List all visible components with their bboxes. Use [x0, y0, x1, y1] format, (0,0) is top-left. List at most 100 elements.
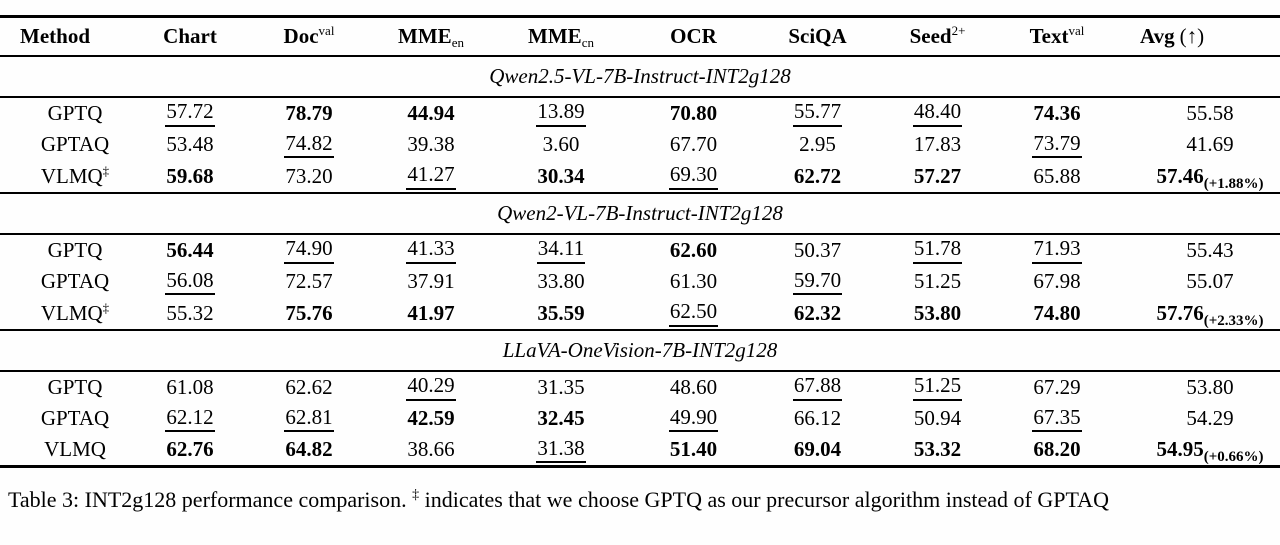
metric-cell: 41.27: [368, 161, 494, 193]
metric-cell: 62.72: [759, 161, 876, 193]
method-name: GPTQ: [47, 237, 103, 262]
metric-cell: 42.59: [368, 403, 494, 435]
avg-cell: 55.07: [1115, 266, 1280, 298]
metric-value: 61.08: [166, 374, 214, 399]
metric-value: 65.88: [1033, 163, 1081, 188]
metric-value: 31.35: [537, 374, 585, 399]
metric-value: 62.81: [284, 406, 334, 433]
metric-cell: 66.12: [759, 403, 876, 435]
metric-cell: 51.25: [876, 371, 999, 403]
table-row: GPTAQ 56.08 72.57 37.91 33.80 61.30 59.7…: [0, 266, 1280, 298]
metric-value: 41.97: [407, 300, 455, 325]
avg-value: 55.58: [1186, 100, 1234, 125]
method-cell: GPTAQ: [0, 266, 130, 298]
metric-cell: 62.62: [250, 371, 368, 403]
table-row: GPTQ 57.72 78.79 44.94 13.89 70.80 55.77…: [0, 97, 1280, 129]
col-subscript: cn: [581, 34, 594, 50]
avg-value: 54.95: [1156, 437, 1204, 462]
metric-value: 62.50: [668, 300, 719, 327]
metric-value: 30.34: [537, 163, 585, 188]
metric-cell: 33.80: [494, 266, 628, 298]
table-row: GPTAQ 53.48 74.82 39.38 3.60 67.70 2.95 …: [0, 129, 1280, 161]
method-name: GPTQ: [47, 374, 103, 399]
metric-value: 64.82: [285, 437, 333, 462]
metric-cell: 67.29: [999, 371, 1115, 403]
col-label: MME: [528, 23, 582, 48]
metric-value: 44.94: [407, 100, 455, 125]
metric-value: 40.29: [406, 374, 456, 401]
col-label: SciQA: [788, 23, 847, 48]
metric-cell: 51.25: [876, 266, 999, 298]
metric-cell: 57.27: [876, 161, 999, 193]
metric-value: 69.30: [668, 163, 719, 190]
metric-value: 66.12: [793, 406, 842, 430]
metric-value: 50.94: [913, 406, 962, 430]
metric-cell: 53.32: [876, 435, 999, 467]
avg-value: 41.69: [1186, 132, 1234, 156]
metric-value: 50.37: [793, 237, 842, 262]
metric-cell: 75.76: [250, 298, 368, 330]
metric-value: 71.93: [1032, 237, 1082, 264]
avg-value: 53.80: [1186, 374, 1234, 399]
metric-cell: 68.20: [999, 435, 1115, 467]
metric-value: 59.70: [792, 269, 843, 296]
col-label: Doc: [283, 23, 319, 48]
metric-value: 56.08: [165, 269, 215, 296]
metric-cell: 65.88: [999, 161, 1115, 193]
metric-cell: 37.91: [368, 266, 494, 298]
group-header-row: Qwen2.5-VL-7B-Instruct-INT2g128: [0, 55, 1280, 97]
method-name: VLMQ: [44, 437, 106, 462]
metric-cell: 59.68: [130, 161, 250, 193]
metric-cell: 41.33: [368, 234, 494, 266]
metric-cell: 13.89: [494, 97, 628, 129]
metric-cell: 17.83: [876, 129, 999, 161]
metric-value: 72.57: [285, 269, 333, 293]
metric-cell: 69.04: [759, 435, 876, 467]
table-row: GPTQ 61.08 62.62 40.29 31.35 48.60 67.88…: [0, 371, 1280, 403]
metric-cell: 56.08: [130, 266, 250, 298]
metric-cell: 78.79: [250, 97, 368, 129]
col-superscript: val: [318, 22, 335, 38]
method-cell: VLMQ‡: [0, 298, 130, 330]
metric-value: 53.48: [166, 132, 214, 156]
metric-cell: 38.66: [368, 435, 494, 467]
metric-cell: 61.08: [130, 371, 250, 403]
metric-cell: 67.35: [999, 403, 1115, 435]
metric-cell: 39.38: [368, 129, 494, 161]
metric-cell: 44.94: [368, 97, 494, 129]
metric-value: 73.20: [285, 163, 333, 188]
method-cell: GPTQ: [0, 371, 130, 403]
avg-cell: 54.29: [1115, 403, 1280, 435]
avg-gain-note: (+1.88%): [1203, 175, 1264, 192]
metric-cell: 31.35: [494, 371, 628, 403]
metric-value: 37.91: [407, 269, 455, 293]
avg-value: 57.76: [1156, 300, 1204, 325]
metric-value: 38.66: [407, 437, 455, 462]
metric-value: 3.60: [542, 132, 580, 156]
metric-cell: 61.30: [628, 266, 759, 298]
metric-cell: 51.40: [628, 435, 759, 467]
metric-value: 74.90: [284, 237, 334, 264]
col-label: Method: [20, 23, 90, 48]
metric-value: 74.80: [1033, 300, 1081, 325]
method-name: GPTQ: [47, 100, 103, 125]
metric-cell: 64.82: [250, 435, 368, 467]
metric-cell: 67.98: [999, 266, 1115, 298]
metric-value: 62.72: [793, 163, 842, 188]
metric-value: 62.76: [166, 437, 214, 462]
metric-value: 70.80: [669, 100, 718, 125]
avg-value: 55.07: [1186, 269, 1234, 293]
metric-value: 48.60: [669, 374, 718, 399]
col-label: Text: [1029, 23, 1069, 48]
metric-value: 42.59: [407, 406, 455, 430]
metric-value: 17.83: [913, 132, 962, 156]
metric-cell: 62.76: [130, 435, 250, 467]
col-label: Seed: [909, 23, 952, 48]
metric-cell: 74.82: [250, 129, 368, 161]
metric-cell: 2.95: [759, 129, 876, 161]
results-table: Method Chart Docval MMEen MMEcn OCR SciQ…: [0, 15, 1280, 468]
metric-cell: 74.90: [250, 234, 368, 266]
metric-value: 62.60: [669, 237, 718, 262]
metric-value: 61.30: [669, 269, 718, 293]
metric-value: 51.25: [913, 269, 962, 293]
